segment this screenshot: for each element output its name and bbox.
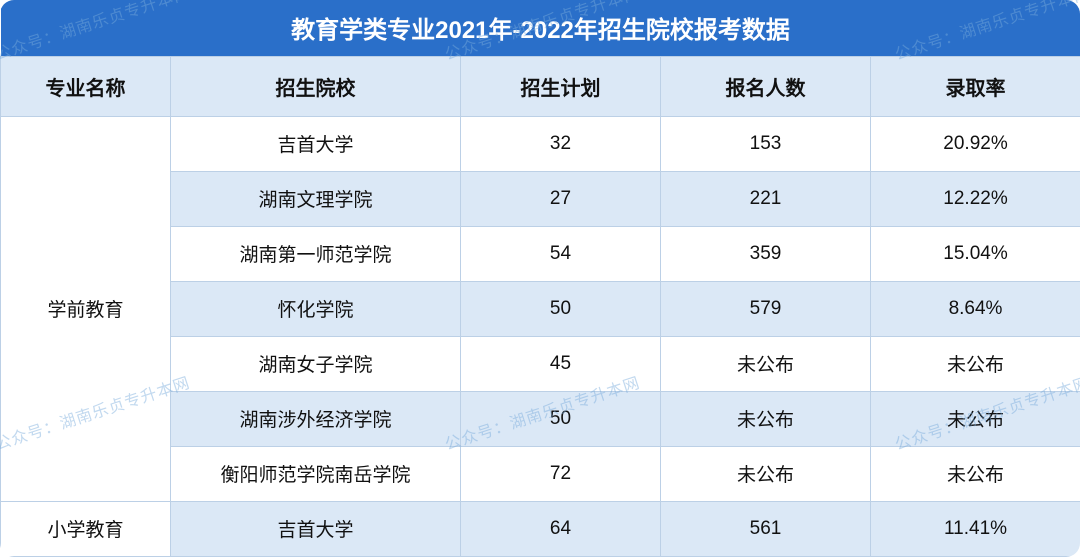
major-cell: 学前教育 <box>1 116 171 501</box>
table-container: 教育学类专业2021年-2022年招生院校报考数据 专业名称 招生院校 招生计划… <box>0 0 1080 557</box>
header-major: 专业名称 <box>1 56 171 116</box>
header-rate: 录取率 <box>871 56 1080 116</box>
plan-cell: 54 <box>461 226 661 281</box>
plan-cell: 32 <box>461 116 661 171</box>
school-cell: 湖南涉外经济学院 <box>171 391 461 446</box>
rate-cell: 11.41% <box>871 501 1080 556</box>
rate-cell: 8.64% <box>871 281 1080 336</box>
plan-cell: 27 <box>461 171 661 226</box>
table-row: 小学教育 吉首大学 64 561 11.41% <box>1 501 1080 556</box>
rate-cell: 20.92% <box>871 116 1080 171</box>
applicants-cell: 579 <box>661 281 871 336</box>
applicants-cell: 221 <box>661 171 871 226</box>
school-cell: 湖南第一师范学院 <box>171 226 461 281</box>
school-cell: 衡阳师范学院南岳学院 <box>171 446 461 501</box>
title-row: 教育学类专业2021年-2022年招生院校报考数据 <box>1 0 1080 56</box>
rate-cell: 未公布 <box>871 391 1080 446</box>
applicants-cell: 561 <box>661 501 871 556</box>
applicants-cell: 未公布 <box>661 391 871 446</box>
admission-table: 教育学类专业2021年-2022年招生院校报考数据 专业名称 招生院校 招生计划… <box>0 0 1080 557</box>
major-cell: 小学教育 <box>1 501 171 556</box>
header-applicants: 报名人数 <box>661 56 871 116</box>
table-title: 教育学类专业2021年-2022年招生院校报考数据 <box>1 0 1080 56</box>
plan-cell: 72 <box>461 446 661 501</box>
plan-cell: 50 <box>461 281 661 336</box>
applicants-cell: 153 <box>661 116 871 171</box>
header-school: 招生院校 <box>171 56 461 116</box>
rate-cell: 未公布 <box>871 336 1080 391</box>
rate-cell: 15.04% <box>871 226 1080 281</box>
plan-cell: 45 <box>461 336 661 391</box>
applicants-cell: 359 <box>661 226 871 281</box>
rate-cell: 12.22% <box>871 171 1080 226</box>
school-cell: 吉首大学 <box>171 116 461 171</box>
rate-cell: 未公布 <box>871 446 1080 501</box>
table-row: 学前教育 吉首大学 32 153 20.92% <box>1 116 1080 171</box>
school-cell: 湖南女子学院 <box>171 336 461 391</box>
header-row: 专业名称 招生院校 招生计划 报名人数 录取率 <box>1 56 1080 116</box>
plan-cell: 64 <box>461 501 661 556</box>
school-cell: 湖南文理学院 <box>171 171 461 226</box>
applicants-cell: 未公布 <box>661 446 871 501</box>
school-cell: 吉首大学 <box>171 501 461 556</box>
plan-cell: 50 <box>461 391 661 446</box>
school-cell: 怀化学院 <box>171 281 461 336</box>
header-plan: 招生计划 <box>461 56 661 116</box>
applicants-cell: 未公布 <box>661 336 871 391</box>
